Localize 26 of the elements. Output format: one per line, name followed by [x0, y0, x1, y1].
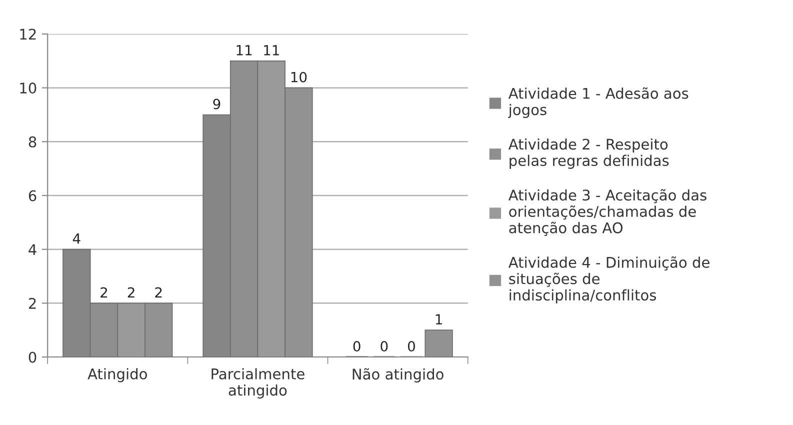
- x-tick-label: Não atingido: [352, 368, 444, 382]
- data-label: 2: [155, 287, 162, 298]
- data-label: 2: [128, 287, 134, 298]
- legend-label: Atividade 2 - Respeito pelas regras definidas: [508, 138, 669, 169]
- data-label: 4: [72, 234, 80, 244]
- y-tick-label: 2: [28, 298, 36, 309]
- legend-label: Atividade 1 - Adesão aos jogos: [508, 87, 688, 118]
- x-tick-label: Atingido: [88, 368, 147, 382]
- legend-label: Atividade 3 - Aceitação das orientações/chamadas de atenção das AO: [508, 189, 706, 236]
- data-label: 11: [264, 45, 279, 56]
- y-tick-label: 10: [20, 82, 36, 94]
- data-label: 0: [380, 341, 388, 352]
- data-label: 11: [236, 45, 252, 56]
- y-tick-label: 12: [20, 28, 36, 40]
- data-label: 9: [213, 98, 220, 110]
- y-tick-label: 4: [28, 244, 36, 255]
- y-tick-label: 6: [28, 190, 36, 202]
- data-label: 2: [100, 287, 107, 298]
- data-label: 0: [353, 341, 360, 352]
- y-tick-label: 8: [28, 136, 36, 148]
- data-label: 10: [291, 72, 307, 82]
- data-label: 1: [436, 314, 442, 324]
- x-tick-label: Parcialmente atingido: [212, 368, 304, 399]
- data-label: 0: [408, 341, 415, 352]
- legend-label: Atividade 4 - Diminuição de situações de indisciplina/conflitos: [508, 256, 710, 304]
- y-tick-label: 0: [28, 352, 36, 363]
